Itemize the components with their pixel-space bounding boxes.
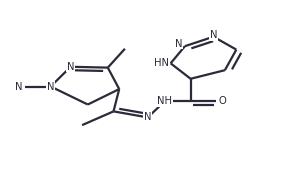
Text: N: N	[47, 81, 55, 92]
Text: O: O	[219, 96, 226, 106]
Text: NH: NH	[158, 96, 172, 106]
Text: HN: HN	[154, 58, 169, 68]
Text: N: N	[210, 30, 217, 40]
Text: N: N	[144, 112, 152, 122]
Text: N: N	[174, 39, 182, 49]
Text: N: N	[67, 62, 74, 72]
Text: N: N	[15, 81, 22, 92]
